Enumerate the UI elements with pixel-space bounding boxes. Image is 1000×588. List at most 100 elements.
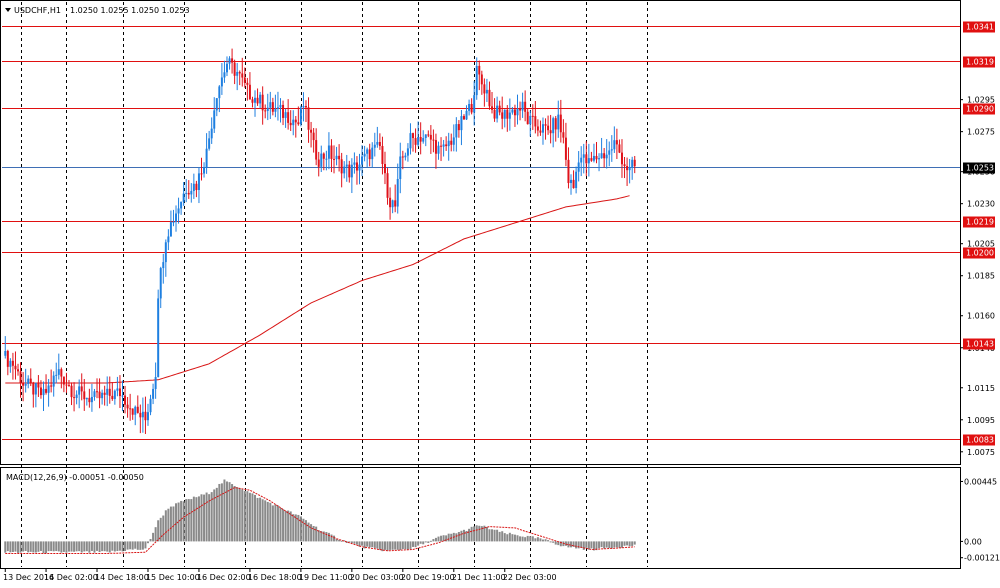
candle-body-195 bbox=[501, 112, 504, 119]
symbol-dropdown-icon[interactable] bbox=[5, 8, 11, 12]
time-tick-label-0: 13 Dec 2016 bbox=[3, 573, 54, 582]
macd-bar-67 bbox=[175, 503, 178, 542]
macd-bar-12 bbox=[34, 541, 37, 553]
candle-body-106 bbox=[274, 108, 277, 112]
macd-bar-46 bbox=[121, 541, 124, 552]
candle-body-2 bbox=[9, 360, 12, 367]
macd-bar-104 bbox=[269, 502, 272, 542]
candle-body-190 bbox=[488, 89, 491, 107]
macd-bar-24 bbox=[65, 541, 68, 553]
macd-bar-177 bbox=[455, 533, 458, 542]
macd-bar-179 bbox=[460, 530, 463, 542]
macd-bar-59 bbox=[154, 527, 157, 542]
candle-body-247 bbox=[633, 159, 636, 167]
candle-body-121 bbox=[312, 132, 315, 141]
candle-body-157 bbox=[404, 155, 407, 158]
candle-body-17 bbox=[47, 385, 50, 393]
macd-bar-63 bbox=[164, 510, 167, 542]
candle-body-159 bbox=[409, 133, 412, 149]
candle-body-86 bbox=[223, 72, 226, 78]
candle-body-181 bbox=[465, 110, 468, 120]
candle-body-141 bbox=[363, 153, 366, 157]
candle-body-233 bbox=[598, 158, 601, 160]
macd-bar-137 bbox=[353, 541, 356, 544]
candle-body-63 bbox=[164, 242, 167, 263]
candle-body-73 bbox=[190, 191, 193, 195]
macd-bar-55 bbox=[144, 541, 147, 549]
macd-bar-189 bbox=[485, 526, 488, 542]
level-tag-5: 1.0143 bbox=[966, 340, 994, 349]
candle-body-5 bbox=[17, 369, 20, 372]
candle-body-71 bbox=[185, 192, 188, 194]
macd-bar-133 bbox=[343, 540, 346, 542]
macd-bar-211 bbox=[541, 539, 544, 542]
macd-bar-86 bbox=[223, 479, 226, 542]
candle-body-223 bbox=[572, 179, 575, 189]
macd-bar-17 bbox=[47, 541, 50, 552]
candle-body-85 bbox=[220, 77, 223, 87]
macd-bar-227 bbox=[582, 541, 585, 550]
macd-bar-56 bbox=[146, 541, 149, 544]
macd-bar-131 bbox=[338, 539, 341, 542]
macd-bar-153 bbox=[394, 541, 397, 550]
candle-body-202 bbox=[519, 108, 522, 111]
macd-bar-228 bbox=[585, 541, 588, 548]
candle-body-228 bbox=[585, 154, 588, 164]
macd-bar-119 bbox=[307, 522, 310, 542]
candle-body-34 bbox=[90, 396, 93, 403]
candle-body-203 bbox=[521, 101, 524, 111]
candle-body-227 bbox=[582, 154, 585, 158]
candle-body-36 bbox=[96, 391, 99, 393]
candle-body-196 bbox=[503, 109, 506, 119]
macd-bar-89 bbox=[231, 484, 234, 542]
candle-body-234 bbox=[600, 153, 603, 159]
macd-bar-14 bbox=[39, 541, 42, 551]
price-tick-label-0: 1.0295 bbox=[967, 96, 995, 105]
candle-body-221 bbox=[567, 159, 570, 184]
candle-body-59 bbox=[154, 377, 157, 389]
macd-bar-51 bbox=[134, 541, 137, 549]
macd-bar-247 bbox=[633, 541, 636, 545]
macd-bar-185 bbox=[475, 525, 478, 542]
candle-body-218 bbox=[559, 114, 562, 133]
candle-body-72 bbox=[187, 192, 190, 195]
candle-body-95 bbox=[246, 82, 249, 85]
candle-body-245 bbox=[628, 167, 631, 171]
candle-body-66 bbox=[172, 221, 175, 223]
macd-bar-23 bbox=[62, 541, 65, 552]
candle-body-135 bbox=[348, 164, 351, 178]
macd-bar-73 bbox=[190, 499, 193, 542]
macd-bar-168 bbox=[432, 539, 435, 542]
macd-bar-191 bbox=[491, 529, 494, 542]
candle-body-198 bbox=[508, 112, 511, 119]
candle-body-238 bbox=[610, 149, 613, 151]
macd-bar-70 bbox=[182, 501, 185, 542]
candle-body-161 bbox=[414, 138, 417, 145]
candle-body-148 bbox=[381, 146, 384, 164]
candle-body-81 bbox=[210, 128, 213, 139]
macd-bar-241 bbox=[618, 541, 621, 548]
macd-bar-130 bbox=[335, 538, 338, 542]
vertical-gridlines bbox=[21, 2, 648, 567]
macd-tick-label-1: 0.00 bbox=[964, 537, 982, 546]
macd-bar-157 bbox=[404, 541, 407, 550]
macd-bar-214 bbox=[549, 541, 552, 543]
time-tick-label-6: 19 Dec 11:00 bbox=[299, 573, 353, 582]
candle-body-129 bbox=[333, 158, 336, 160]
candle-body-29 bbox=[78, 386, 81, 395]
candle-body-222 bbox=[570, 179, 573, 184]
macd-axis: 0.00445 0.00 -0.00121 bbox=[960, 477, 1000, 563]
candle-body-9 bbox=[27, 378, 30, 384]
candle-body-18 bbox=[50, 385, 53, 387]
macd-bar-203 bbox=[521, 536, 524, 542]
candle-body-101 bbox=[261, 94, 264, 111]
macd-bar-142 bbox=[366, 541, 369, 547]
candle-body-175 bbox=[450, 140, 453, 145]
candle-body-191 bbox=[491, 106, 494, 110]
time-tick-label-10: 22 Dec 03:00 bbox=[503, 573, 557, 582]
macd-bar-145 bbox=[373, 541, 376, 548]
macd-bar-94 bbox=[243, 491, 246, 542]
macd-bar-245 bbox=[628, 541, 631, 547]
macd-bar-115 bbox=[297, 514, 300, 542]
